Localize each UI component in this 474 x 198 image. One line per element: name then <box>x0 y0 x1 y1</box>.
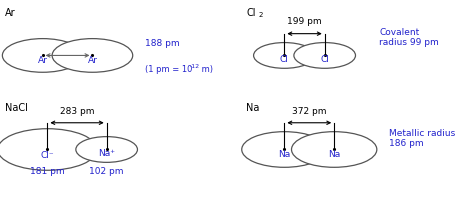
Text: 186 pm: 186 pm <box>389 139 423 148</box>
Text: 102 pm: 102 pm <box>90 167 124 176</box>
Text: Na⁺: Na⁺ <box>98 149 115 158</box>
Text: m): m) <box>199 65 213 74</box>
Text: Covalent: Covalent <box>379 28 419 37</box>
Text: 199 pm: 199 pm <box>287 17 322 26</box>
Text: (1 pm = 10: (1 pm = 10 <box>145 65 192 74</box>
Text: Ar: Ar <box>5 8 15 18</box>
Text: Na: Na <box>278 150 291 159</box>
Text: Ar: Ar <box>38 56 47 65</box>
Text: Ar: Ar <box>88 56 97 65</box>
Text: Cl: Cl <box>320 55 329 64</box>
Text: 372 pm: 372 pm <box>292 107 327 116</box>
Circle shape <box>294 43 356 68</box>
Text: Na: Na <box>246 103 260 113</box>
Text: radius 99 pm: radius 99 pm <box>379 38 439 47</box>
Circle shape <box>0 129 97 170</box>
Text: Metallic radius: Metallic radius <box>389 129 455 138</box>
Text: NaCl: NaCl <box>5 103 27 113</box>
Text: 181 pm: 181 pm <box>30 167 65 176</box>
Text: Cl⁻: Cl⁻ <box>41 151 54 160</box>
Circle shape <box>292 132 377 167</box>
Circle shape <box>52 39 133 72</box>
Text: -12: -12 <box>190 64 200 69</box>
Text: 283 pm: 283 pm <box>60 107 94 116</box>
Text: Na: Na <box>328 150 340 159</box>
Text: Cl: Cl <box>280 55 289 64</box>
Text: Cl: Cl <box>246 8 256 18</box>
Circle shape <box>2 39 83 72</box>
Circle shape <box>76 137 137 162</box>
Text: 2: 2 <box>258 12 263 18</box>
Circle shape <box>242 132 327 167</box>
Text: 188 pm: 188 pm <box>145 39 179 48</box>
Circle shape <box>254 43 315 68</box>
